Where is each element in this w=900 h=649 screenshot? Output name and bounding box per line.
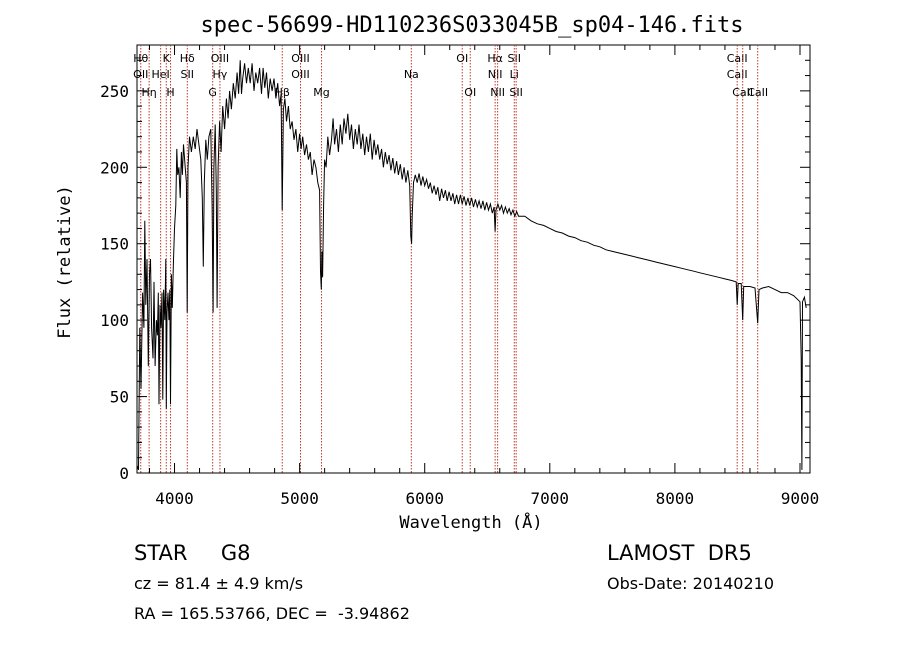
survey-label: LAMOST DR5 — [607, 541, 752, 565]
coordinates-line: RA = 165.53766, DEC = -3.94862 — [134, 604, 410, 623]
spectral-line-label: OIII — [211, 52, 229, 65]
redshift-line: cz = 81.4 ± 4.9 km/s — [134, 574, 304, 593]
spectral-line-label: Hθ — [133, 52, 148, 65]
y-tick-label: 100 — [100, 311, 129, 330]
spectral-line-label: NII — [488, 68, 503, 81]
spectral-line-label: Hγ — [213, 68, 228, 81]
spectral-line-label: Hδ — [180, 52, 195, 65]
spectral-line-label: OI — [456, 52, 468, 65]
spectral-line-label: OI — [464, 86, 476, 99]
plot-frame — [136, 44, 811, 474]
spectral-line-label: SII — [509, 86, 522, 99]
spectral-line-label: Hα — [487, 52, 503, 65]
obs-date-line: Obs-Date: 20140210 — [607, 574, 775, 593]
y-axis-label: Flux (relative) — [55, 185, 75, 339]
spectral-line-label: CaII — [732, 86, 753, 99]
chart-title: spec-56699-HD110236S033045B_sp04-146.fit… — [200, 13, 743, 38]
spectral-line-label: NII — [490, 86, 505, 99]
spectrum-series — [136, 60, 807, 471]
spectral-line-label: Li — [510, 68, 519, 81]
spectral-line-label: G — [208, 86, 217, 99]
spectral-line-label: CaII — [747, 86, 768, 99]
y-tick-label: 50 — [110, 388, 129, 407]
spectral-line-label: H — [166, 86, 174, 99]
x-tick-label: 9000 — [781, 489, 820, 508]
x-axis-label: Wavelength (Å) — [399, 511, 542, 533]
x-tick-label: 8000 — [656, 489, 695, 508]
spectral-line-label: OIII — [291, 52, 309, 65]
y-tick-label: 150 — [100, 235, 129, 254]
spectral-line-label: OIII — [291, 68, 309, 81]
spectral-line-label: SII — [508, 52, 521, 65]
spectral-line-label: CaII — [727, 52, 748, 65]
x-tick-label: 4000 — [155, 489, 194, 508]
spectral-line-label: CaII — [727, 68, 748, 81]
star-type-label: STAR G8 — [134, 541, 251, 565]
x-tick-label: 5000 — [280, 489, 319, 508]
x-tick-label: 7000 — [531, 489, 570, 508]
spectral-line-label: Mg — [313, 86, 329, 99]
spectral-line-label: HeI — [151, 68, 169, 81]
spectral-line-label: K — [163, 52, 171, 65]
spectral-line-label: Na — [404, 68, 419, 81]
spectral-line-label: SII — [181, 68, 194, 81]
x-tick-label: 6000 — [405, 489, 444, 508]
spectral-line-label: OII — [133, 68, 148, 81]
spectral-line-label: Hη — [142, 86, 157, 99]
y-tick-label: 0 — [119, 464, 129, 483]
y-tick-label: 250 — [100, 82, 129, 101]
y-tick-label: 200 — [100, 158, 129, 177]
